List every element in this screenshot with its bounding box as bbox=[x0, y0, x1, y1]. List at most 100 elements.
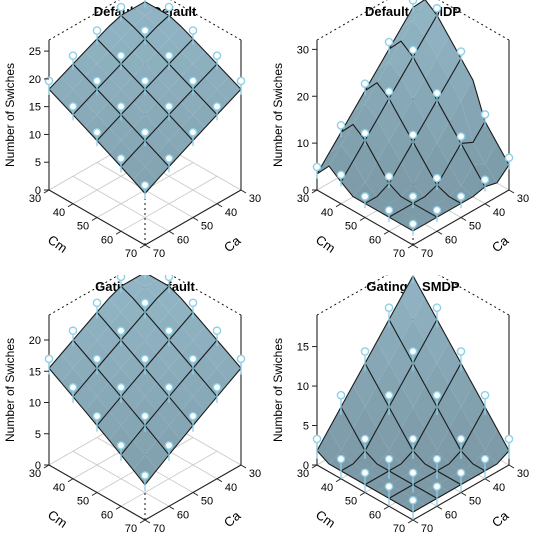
z-tick-label: 30 bbox=[297, 44, 309, 56]
surface-facet bbox=[329, 124, 353, 154]
surface-facet bbox=[85, 340, 109, 369]
ca-tick-label: 50 bbox=[469, 221, 481, 233]
data-point bbox=[164, 2, 174, 12]
data-point bbox=[116, 51, 126, 60]
data-point bbox=[480, 390, 490, 400]
z-tick-label: 10 bbox=[297, 381, 309, 393]
surface-facet bbox=[365, 61, 389, 91]
z-tick-label: 5 bbox=[303, 421, 309, 433]
surface-facet bbox=[389, 20, 413, 50]
surface-facet bbox=[389, 428, 413, 464]
surface-facet bbox=[145, 279, 169, 299]
ca-tick-label: 60 bbox=[177, 234, 189, 246]
surface-facet bbox=[425, 363, 449, 408]
data-point bbox=[164, 326, 174, 336]
cm-tick bbox=[43, 189, 50, 194]
data-point bbox=[68, 51, 78, 60]
z-tick-label: 5 bbox=[35, 157, 41, 169]
z-axis-label: Number of Swiches bbox=[271, 63, 285, 167]
data-point bbox=[164, 154, 174, 163]
data-point bbox=[432, 303, 442, 312]
data-point bbox=[236, 354, 246, 364]
ca-tick-label: 40 bbox=[225, 207, 237, 219]
cm-axis: 30 40 50 60 70 Cm bbox=[29, 189, 146, 260]
surface-facet bbox=[461, 428, 485, 464]
ca-axis-label: Ca bbox=[221, 507, 244, 530]
data-point bbox=[212, 102, 222, 111]
z-axis: 0 5 10 15 Number of Swiches bbox=[271, 338, 317, 472]
box-edge bbox=[170, 275, 242, 316]
surface-facet bbox=[109, 312, 133, 341]
data-point bbox=[456, 192, 466, 201]
box-edge bbox=[48, 0, 120, 41]
data-point bbox=[408, 192, 418, 201]
surface-facet bbox=[109, 89, 133, 115]
cm-tick-label: 40 bbox=[321, 207, 333, 219]
ca-tick-label: 40 bbox=[225, 482, 237, 494]
data-point bbox=[140, 26, 150, 35]
z-axis: 0 5 10 15 20 25 Number of Swiches bbox=[3, 46, 49, 197]
surface-facet bbox=[353, 407, 377, 451]
surface-facet bbox=[389, 162, 413, 197]
surface-facet bbox=[109, 425, 133, 455]
data-point bbox=[480, 110, 490, 119]
cm-tick bbox=[383, 505, 390, 510]
box-edge bbox=[316, 275, 388, 316]
data-point bbox=[92, 127, 102, 137]
data-point bbox=[140, 127, 150, 137]
surface-facet bbox=[437, 164, 461, 197]
ca-tick bbox=[168, 230, 175, 235]
z-tick-label: 0 bbox=[35, 185, 41, 197]
surface-facet bbox=[449, 450, 473, 471]
surface-facet bbox=[157, 425, 181, 455]
surface-facet bbox=[157, 89, 181, 115]
cm-tick-label: 70 bbox=[393, 248, 405, 260]
data-point bbox=[408, 130, 418, 140]
cm-tick bbox=[91, 217, 98, 221]
data-point bbox=[116, 2, 126, 12]
data-point bbox=[92, 411, 102, 421]
cm-tick-label: 50 bbox=[345, 221, 357, 233]
surface-facet bbox=[401, 0, 425, 29]
data-point bbox=[236, 76, 246, 86]
data-point bbox=[92, 26, 102, 35]
z-axis-label: Number of Swiches bbox=[271, 338, 285, 442]
surface-facet bbox=[133, 454, 157, 485]
data-points bbox=[312, 275, 514, 520]
surface-facet bbox=[329, 145, 353, 182]
data-point bbox=[384, 87, 394, 96]
data-point bbox=[432, 454, 442, 464]
surface-facet bbox=[109, 368, 133, 397]
data-point bbox=[164, 102, 174, 111]
cm-tick bbox=[139, 244, 146, 249]
ca-tick bbox=[412, 244, 419, 249]
cm-tick bbox=[115, 230, 122, 235]
data-point bbox=[92, 354, 102, 364]
ca-tick bbox=[240, 464, 247, 469]
surface-facet bbox=[437, 428, 461, 464]
ca-tick bbox=[436, 505, 443, 510]
surface-facet bbox=[389, 41, 413, 78]
ca-tick bbox=[484, 203, 491, 208]
cm-tick bbox=[335, 203, 342, 208]
ca-tick-label: 40 bbox=[493, 207, 505, 219]
ca-tick-label: 30 bbox=[517, 468, 529, 480]
surface-facet bbox=[365, 161, 389, 197]
surface-facet bbox=[85, 396, 109, 426]
ca-axis-label: Ca bbox=[489, 232, 512, 255]
cm-tick bbox=[43, 464, 50, 469]
z-tick-label: 20 bbox=[29, 335, 41, 347]
data-point bbox=[384, 205, 394, 215]
surface-facet bbox=[461, 165, 485, 197]
surface-facet bbox=[401, 407, 425, 451]
ca-tick-label: 50 bbox=[201, 496, 213, 508]
cm-tick-label: 60 bbox=[101, 509, 113, 521]
ca-tick bbox=[144, 519, 151, 524]
ca-tick bbox=[436, 230, 443, 235]
cm-tick bbox=[91, 492, 98, 496]
cm-tick-label: 50 bbox=[345, 496, 357, 508]
data-point bbox=[92, 298, 102, 308]
